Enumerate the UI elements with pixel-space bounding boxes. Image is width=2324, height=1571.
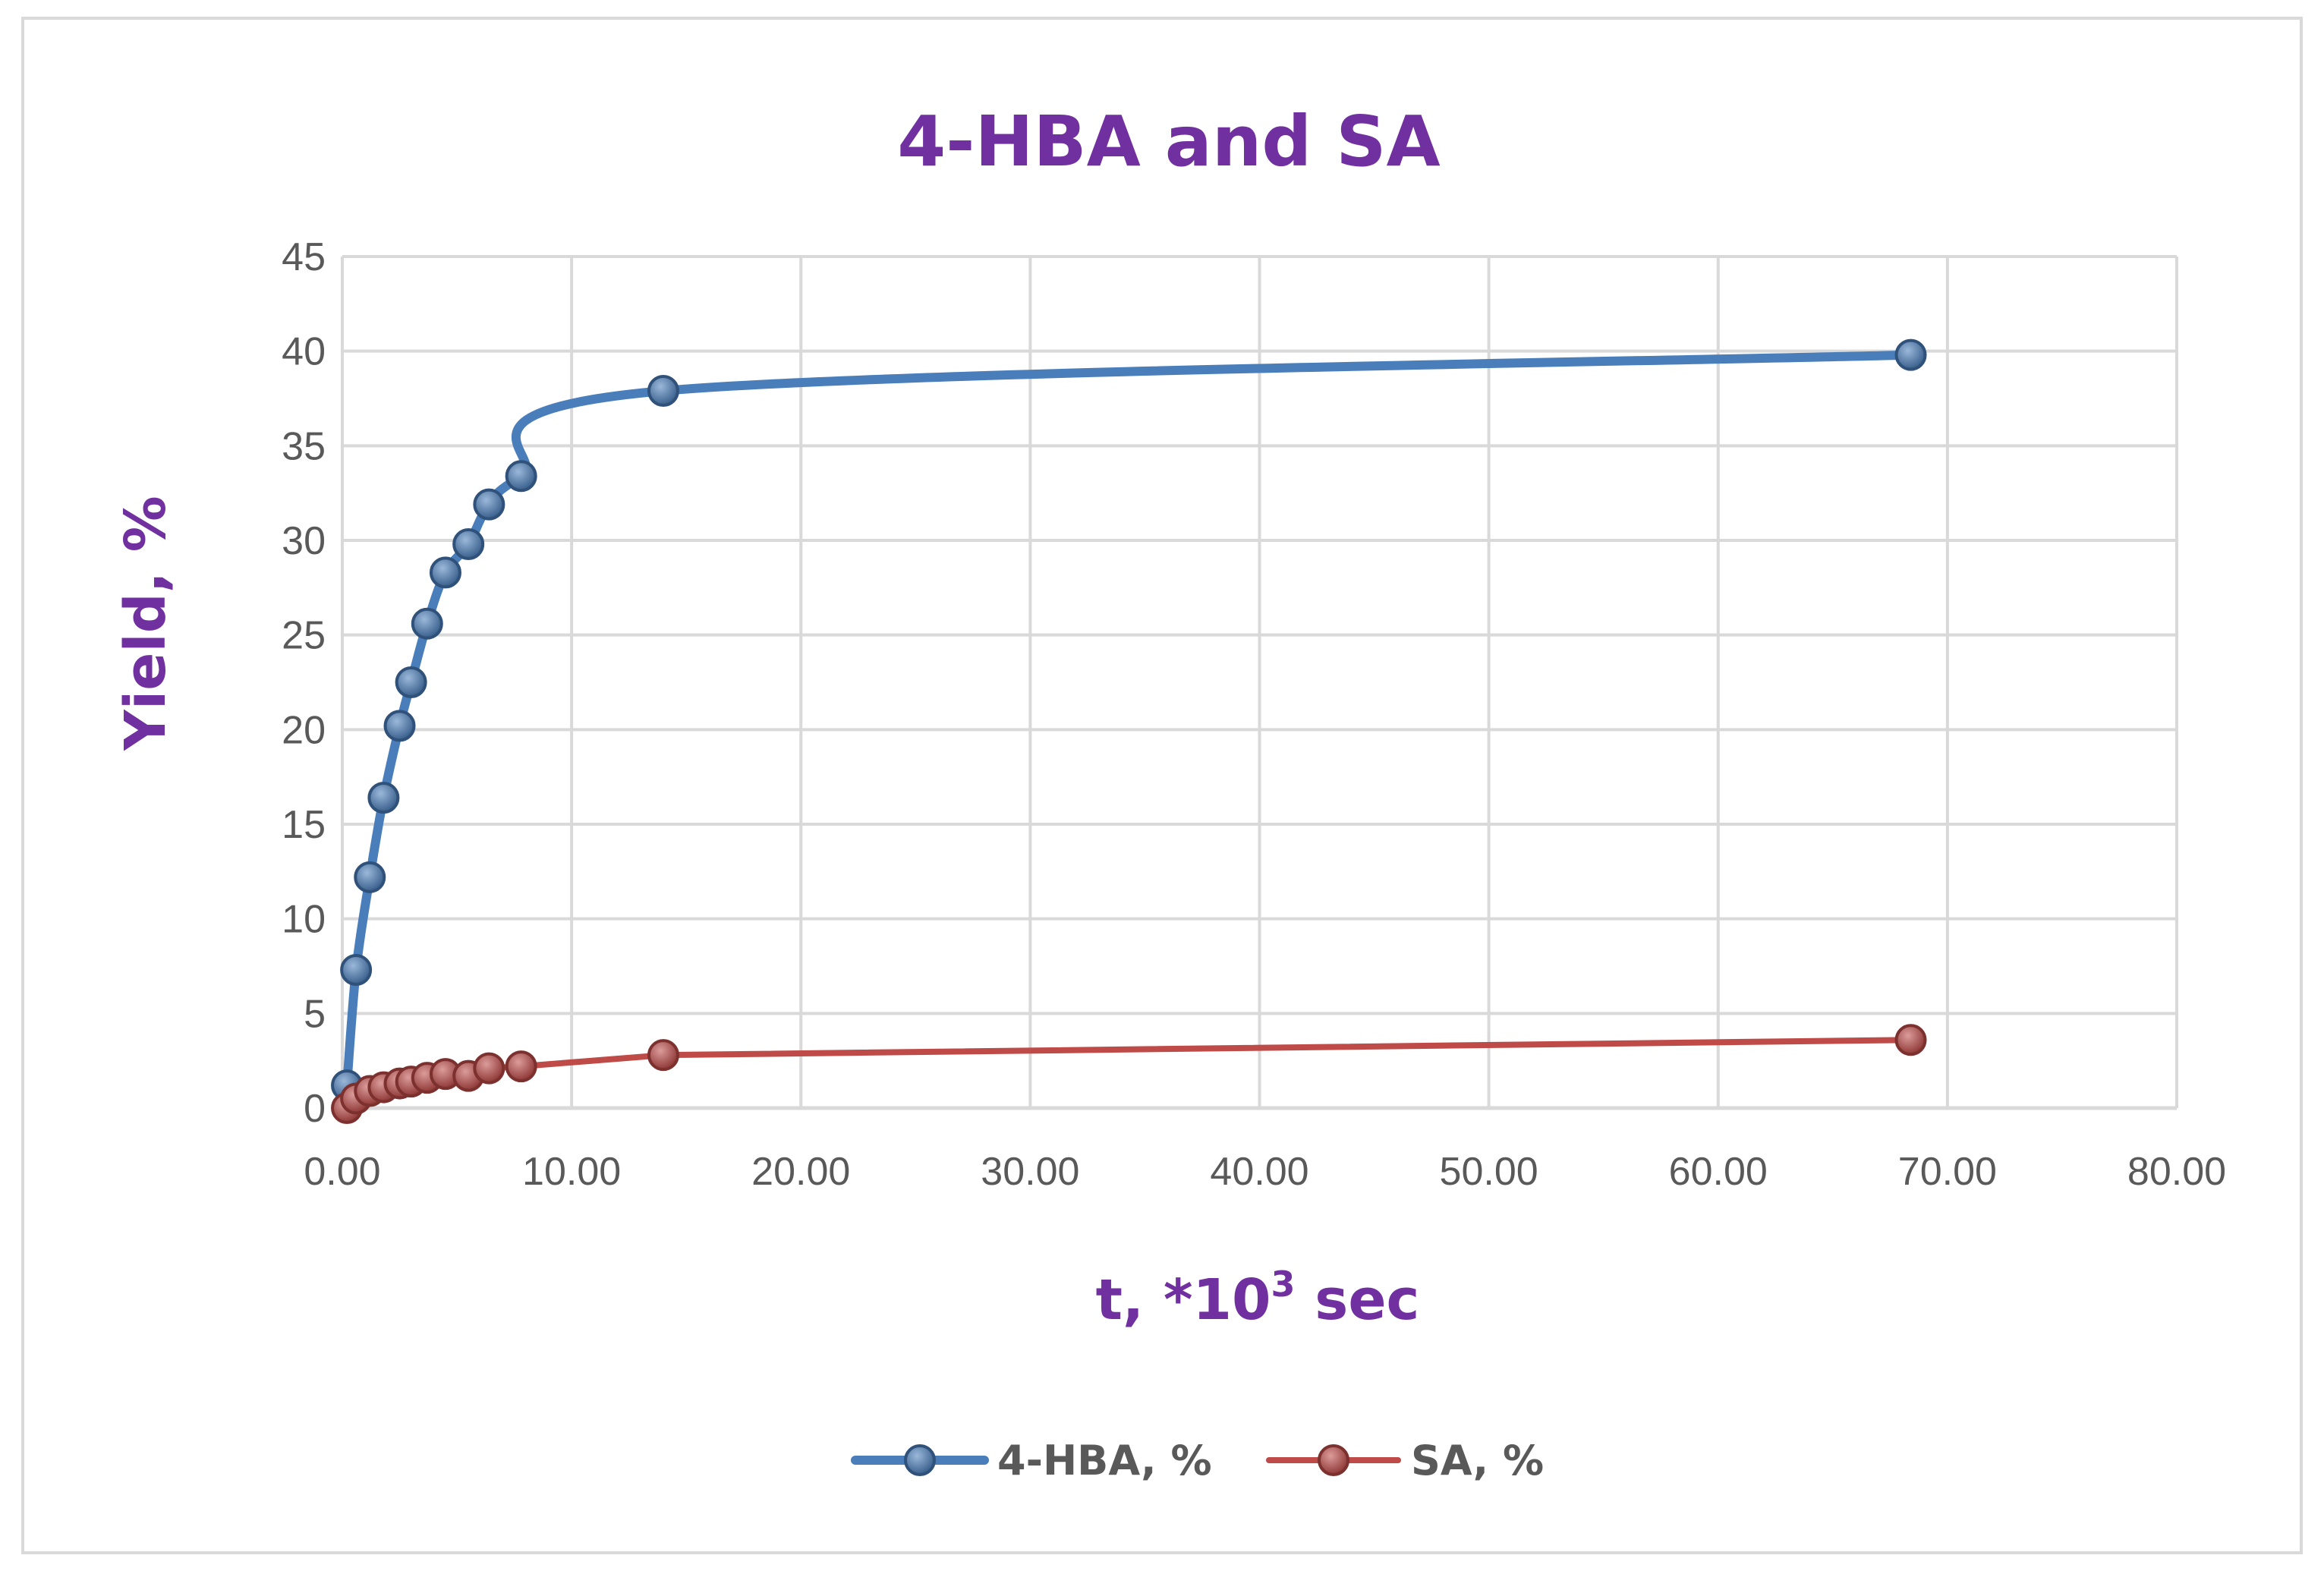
legend: 4-HBA, % SA, % [851,1437,1544,1484]
series-4hba-point [647,375,679,408]
y-tick-label: 15 [282,803,326,847]
y-tick-label: 5 [304,992,326,1036]
y-axis-title: Yield, % [113,496,178,751]
series-4hba-point [429,556,461,589]
x-tick-label: 10.00 [522,1150,621,1194]
series [331,338,1927,1124]
series-4hba-point [395,666,427,698]
x-tick-label: 80.00 [2127,1150,2226,1194]
series-4hba-point [473,488,505,521]
series-4hba-point [367,782,400,814]
chart-title: 4-HBA and SA [897,101,1440,182]
x-tick-label: 70.00 [1898,1150,1997,1194]
x-tick-label: 20.00 [751,1150,850,1194]
series-sa-point [1894,1024,1927,1056]
legend-4hba-label: 4-HBA, % [997,1437,1212,1484]
series-sa-point [473,1052,505,1085]
x-tick-label: 30.00 [981,1150,1079,1194]
chart-frame: 4-HBA and SA 0.00 10.00 20.00 30.00 40.00 50.… [21,17,2303,1554]
series-4hba-point [452,527,485,560]
y-tick-label: 20 [282,708,326,752]
y-tick-label: 0 [304,1087,326,1131]
x-axis-title-superscript: 3 [1271,1264,1296,1305]
y-axis-ticks: 0 5 10 15 20 25 30 35 40 45 [282,235,326,1131]
legend-sa-marker [1318,1444,1349,1476]
series-4hba-point [383,710,416,742]
series-4hba-point [354,861,386,893]
y-tick-label: 35 [282,424,326,468]
legend-sa-label: SA, % [1411,1437,1544,1484]
series-4hba-point [1894,338,1927,371]
x-tick-label: 50.00 [1440,1150,1538,1194]
series-sa-line [344,1037,1914,1111]
x-axis-title: t, *103 sec [1096,1264,1420,1333]
x-tick-label: 40.00 [1210,1150,1308,1194]
x-tick-label: 0.00 [304,1150,380,1194]
y-tick-label: 40 [282,330,326,374]
series-sa-point [647,1039,679,1072]
y-tick-label: 25 [282,614,326,658]
y-tick-label: 10 [282,898,326,942]
legend-4hba-marker [904,1444,936,1476]
series-sa-point [505,1050,537,1083]
series-4hba-point [505,460,537,493]
y-tick-label: 30 [282,519,326,563]
series-4hba-point [411,607,443,640]
x-axis-title-base: t, *10 [1096,1267,1271,1333]
y-tick-label: 45 [282,235,326,279]
x-axis-ticks: 0.00 10.00 20.00 30.00 40.00 50.00 60.00 70.00 8… [304,1150,2226,1194]
series-4hba-line [342,350,1916,1091]
series-4hba-point [340,953,373,986]
grid [341,255,2178,1110]
x-axis-title-unit: sec [1296,1267,1420,1333]
x-tick-label: 60.00 [1669,1150,1768,1194]
chart-svg: 4-HBA and SA 0.00 10.00 20.00 30.00 40.00 50.… [113,101,2226,1484]
